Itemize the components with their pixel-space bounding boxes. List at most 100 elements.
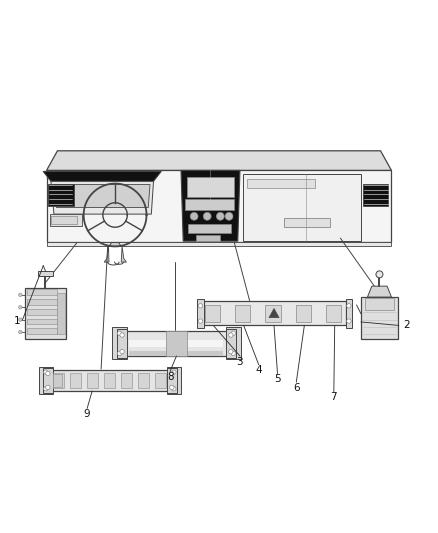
Circle shape xyxy=(117,331,122,335)
Bar xyxy=(226,327,241,359)
Polygon shape xyxy=(54,184,150,207)
Bar xyxy=(25,288,66,338)
Bar xyxy=(117,329,127,358)
Bar xyxy=(185,199,234,210)
Bar xyxy=(27,309,57,314)
Bar xyxy=(39,367,53,393)
Circle shape xyxy=(117,351,122,356)
Text: 4: 4 xyxy=(255,366,262,375)
Circle shape xyxy=(376,271,383,278)
Circle shape xyxy=(231,351,235,356)
Circle shape xyxy=(44,370,48,374)
Bar xyxy=(296,305,311,322)
Polygon shape xyxy=(269,308,279,318)
Bar xyxy=(130,351,223,356)
Circle shape xyxy=(46,372,50,376)
Circle shape xyxy=(231,331,235,335)
Bar xyxy=(187,224,231,233)
Text: 8: 8 xyxy=(167,372,173,382)
Bar xyxy=(70,373,81,389)
Circle shape xyxy=(229,350,233,354)
Circle shape xyxy=(198,319,203,323)
Text: 2: 2 xyxy=(403,320,410,330)
Bar xyxy=(247,179,315,188)
Text: 7: 7 xyxy=(331,392,337,402)
Bar xyxy=(27,319,57,325)
Bar xyxy=(51,370,169,391)
Circle shape xyxy=(18,318,22,321)
Bar xyxy=(43,368,53,393)
Polygon shape xyxy=(46,171,392,243)
Circle shape xyxy=(347,304,351,308)
Bar xyxy=(205,305,220,322)
Text: 1: 1 xyxy=(14,316,21,326)
Circle shape xyxy=(198,304,203,308)
Bar xyxy=(112,327,127,359)
Text: 3: 3 xyxy=(237,357,243,367)
Bar xyxy=(235,305,250,322)
Polygon shape xyxy=(181,171,240,241)
Bar xyxy=(53,374,62,386)
Circle shape xyxy=(172,386,176,391)
Bar xyxy=(53,373,64,389)
Bar xyxy=(166,330,187,356)
Text: 5: 5 xyxy=(274,374,281,384)
Bar xyxy=(187,177,234,197)
Circle shape xyxy=(190,212,198,220)
Circle shape xyxy=(18,330,22,334)
Circle shape xyxy=(120,333,124,337)
Polygon shape xyxy=(51,181,153,214)
Polygon shape xyxy=(46,243,392,246)
Bar xyxy=(155,373,166,389)
Bar xyxy=(27,289,57,295)
Bar xyxy=(49,214,82,227)
Polygon shape xyxy=(121,246,127,262)
Circle shape xyxy=(120,350,124,354)
Bar xyxy=(130,340,223,347)
Circle shape xyxy=(170,372,174,376)
Circle shape xyxy=(44,386,48,391)
Circle shape xyxy=(18,293,22,297)
Bar xyxy=(204,302,346,326)
Bar xyxy=(167,368,177,393)
Bar xyxy=(125,330,228,356)
Bar xyxy=(48,183,74,206)
Bar xyxy=(243,174,361,241)
Circle shape xyxy=(46,385,50,390)
Bar xyxy=(365,298,394,310)
Circle shape xyxy=(170,385,174,390)
Bar xyxy=(51,216,77,224)
Bar xyxy=(138,373,149,389)
Circle shape xyxy=(347,319,351,323)
Bar xyxy=(57,293,65,334)
Bar xyxy=(27,328,57,334)
Bar xyxy=(121,373,132,389)
Polygon shape xyxy=(367,286,392,297)
Bar xyxy=(361,297,398,338)
Polygon shape xyxy=(43,171,161,181)
Circle shape xyxy=(216,212,224,220)
Bar xyxy=(166,367,181,393)
Bar xyxy=(27,299,57,305)
Bar xyxy=(226,329,236,358)
Circle shape xyxy=(172,370,176,374)
Circle shape xyxy=(225,212,233,220)
Text: 6: 6 xyxy=(293,383,300,393)
Bar xyxy=(363,183,389,206)
Text: 9: 9 xyxy=(84,409,91,418)
Bar xyxy=(265,305,281,322)
Circle shape xyxy=(203,212,211,220)
Polygon shape xyxy=(38,271,53,276)
Circle shape xyxy=(229,333,233,337)
Bar xyxy=(196,235,220,241)
Bar xyxy=(197,299,204,328)
Polygon shape xyxy=(46,151,392,171)
Bar xyxy=(87,373,98,389)
Circle shape xyxy=(18,305,22,309)
Polygon shape xyxy=(109,243,121,246)
Bar xyxy=(346,299,352,328)
Polygon shape xyxy=(104,246,109,262)
Bar xyxy=(104,373,115,389)
Bar xyxy=(285,217,330,227)
Bar xyxy=(326,305,341,322)
